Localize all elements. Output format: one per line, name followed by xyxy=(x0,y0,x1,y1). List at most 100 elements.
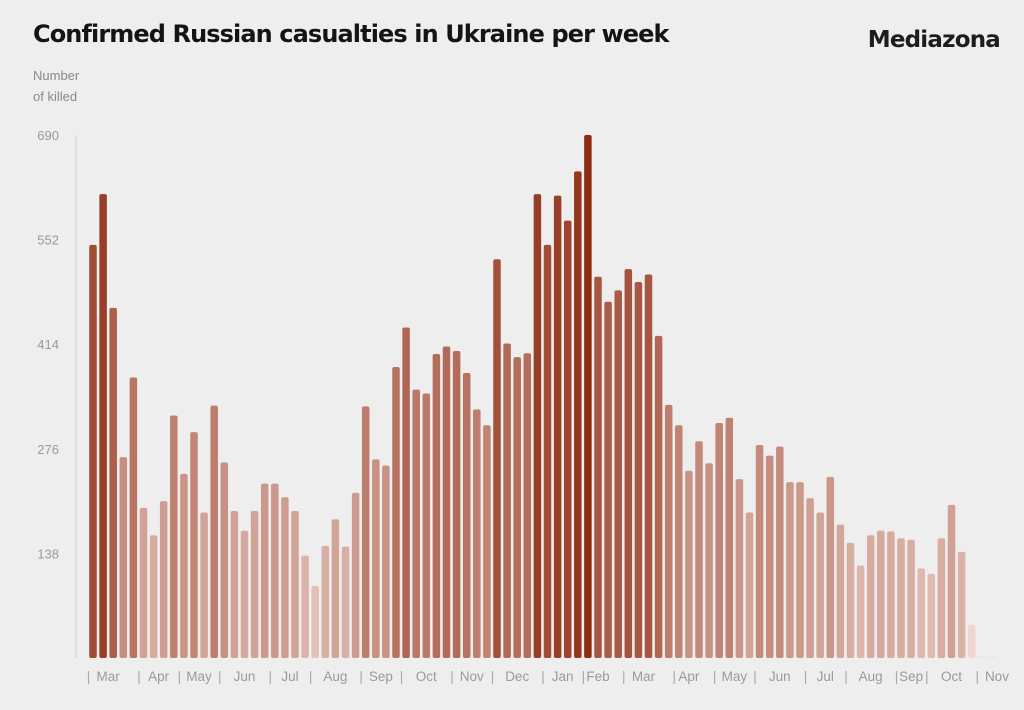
bar xyxy=(412,389,420,658)
bar xyxy=(816,512,824,658)
bar xyxy=(432,354,441,658)
bar xyxy=(594,276,602,658)
x-tick-label: Mar xyxy=(97,669,121,684)
bar xyxy=(230,510,239,658)
x-tick-label: Nov xyxy=(985,669,1009,684)
bars xyxy=(89,135,996,658)
x-tick-label: Oct xyxy=(416,669,437,684)
bar xyxy=(442,346,451,658)
x-tick-label: Nov xyxy=(460,669,484,684)
y-ticks: 138 276 414 552 690 xyxy=(37,128,59,561)
bar xyxy=(735,479,744,658)
x-tick-label: Sep xyxy=(899,669,923,684)
y-axis-label: Number of killed xyxy=(33,65,79,107)
x-tick-separator: | xyxy=(895,669,899,684)
bar xyxy=(341,546,350,658)
bar xyxy=(584,135,592,658)
bar xyxy=(473,409,481,658)
bar xyxy=(119,457,128,658)
bar xyxy=(210,405,218,658)
y-tick-label: 552 xyxy=(37,233,59,248)
bar xyxy=(957,551,966,658)
x-tick-separator: | xyxy=(87,669,91,684)
x-tick-separator: | xyxy=(541,669,545,684)
x-tick-label: Jun xyxy=(769,669,791,684)
y-tick-label: 138 xyxy=(37,546,59,561)
x-tick-label: Oct xyxy=(941,669,962,684)
bar xyxy=(372,459,380,658)
brand-logo: Mediazona xyxy=(867,27,1001,53)
bar xyxy=(755,445,764,658)
bar xyxy=(553,195,562,658)
bar xyxy=(675,425,683,658)
bar xyxy=(644,274,653,658)
bar xyxy=(786,482,794,658)
bar xyxy=(927,573,936,658)
bar xyxy=(392,366,400,658)
bar xyxy=(281,497,289,658)
bar xyxy=(493,259,501,658)
x-tick-label: May xyxy=(722,669,748,684)
x-tick-label: May xyxy=(186,669,212,684)
bar xyxy=(99,194,107,658)
bar xyxy=(240,530,249,658)
bar xyxy=(856,565,865,658)
bar xyxy=(604,301,612,658)
bar xyxy=(139,507,148,658)
x-tick-separator: | xyxy=(753,669,757,684)
x-tick-separator: | xyxy=(178,669,182,684)
x-tick-separator: | xyxy=(713,669,717,684)
bar xyxy=(483,425,491,658)
bar xyxy=(947,504,956,658)
bar xyxy=(170,415,178,658)
bar xyxy=(503,343,511,658)
bar xyxy=(796,482,804,658)
bar xyxy=(624,269,633,658)
bar xyxy=(563,220,572,658)
x-ticks: | | | | | | | | | | | | | | | | | | | | | Mar Apr May Jun Jul Aug S… xyxy=(87,669,1010,684)
bar xyxy=(331,519,340,658)
bar xyxy=(422,393,431,658)
x-tick-separator: | xyxy=(975,669,979,684)
x-tick-separator: | xyxy=(582,669,586,684)
bar xyxy=(543,244,552,658)
bar xyxy=(937,538,946,658)
x-tick-label: Feb xyxy=(586,669,609,684)
x-tick-label: Jun xyxy=(234,669,256,684)
bar xyxy=(301,555,309,658)
bar xyxy=(180,473,188,658)
bar xyxy=(129,377,138,658)
bar xyxy=(462,373,471,658)
y-axis-label-line-1: Number xyxy=(33,68,80,83)
x-tick-label: Apr xyxy=(148,669,170,684)
bar xyxy=(725,417,734,658)
bar xyxy=(200,512,208,658)
x-tick-separator: | xyxy=(218,669,222,684)
bar xyxy=(685,470,693,658)
x-tick-label: Dec xyxy=(505,669,529,684)
x-tick-separator: | xyxy=(925,669,929,684)
chart-title: Confirmed Russian casualties in Ukraine … xyxy=(33,20,669,48)
bar xyxy=(89,244,97,658)
bar xyxy=(311,585,319,658)
bar xyxy=(402,327,410,658)
x-tick-label: Apr xyxy=(678,669,700,684)
bar xyxy=(715,423,723,658)
bar xyxy=(574,171,582,658)
bar xyxy=(614,290,622,658)
x-tick-label: Jan xyxy=(552,669,574,684)
x-tick-separator: | xyxy=(359,669,363,684)
x-tick-label: Aug xyxy=(323,669,347,684)
bar xyxy=(978,656,986,658)
x-tick-separator: | xyxy=(309,669,313,684)
bar xyxy=(907,539,915,658)
bar xyxy=(513,357,521,658)
x-tick-separator: | xyxy=(450,669,454,684)
bar xyxy=(887,531,895,658)
bar xyxy=(765,455,774,658)
bar xyxy=(190,432,198,658)
x-tick-label: Jul xyxy=(281,669,298,684)
bar xyxy=(695,441,703,658)
bar xyxy=(877,530,885,658)
